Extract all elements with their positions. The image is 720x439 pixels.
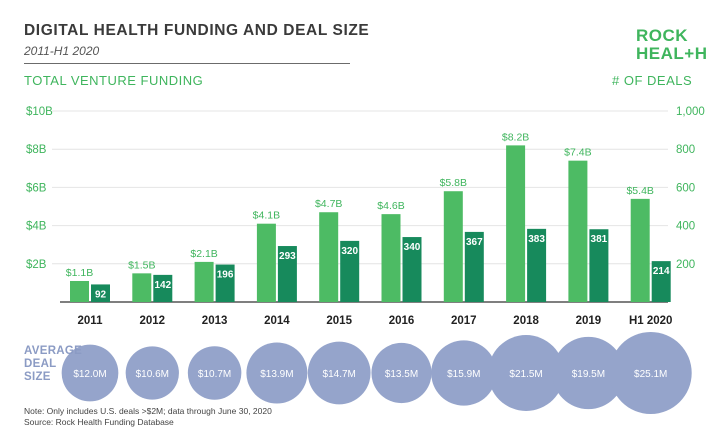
- funding-bar: [381, 214, 401, 302]
- deals-value-label: 320: [341, 246, 358, 257]
- funding-value-label: $4.6B: [377, 200, 404, 212]
- funding-bar: [256, 223, 276, 302]
- deal-size-bubble: [246, 342, 308, 404]
- deal-size-label: $21.5M: [509, 369, 542, 380]
- footnote-note: Note: Only includes U.S. deals >$2M; dat…: [24, 406, 272, 416]
- deals-bar: [402, 237, 422, 302]
- deal-size-bubble: [431, 340, 497, 406]
- deals-value-label: 196: [217, 270, 234, 281]
- deal-size-label: $25.1M: [634, 369, 667, 380]
- deals-value-label: 214: [653, 266, 670, 277]
- deal-size-label: $15.9M: [447, 369, 480, 380]
- funding-bar: [70, 280, 89, 302]
- deal-size-bubble: [61, 344, 119, 402]
- rock-health-logo: ROCK HEAL+H: [636, 27, 708, 63]
- category-label: H1 2020: [629, 315, 672, 327]
- funding-bar: [506, 145, 526, 302]
- right-tick-label: 200: [676, 259, 695, 271]
- category-label: 2011: [78, 315, 104, 327]
- category-label: 2017: [451, 315, 477, 327]
- deal-size-label: $12.0M: [73, 369, 106, 380]
- deal-size-label: $13.5M: [385, 369, 418, 380]
- funding-value-label: $2.1B: [190, 248, 217, 260]
- chart-title: DIGITAL HEALTH FUNDING AND DEAL SIZE: [24, 22, 370, 39]
- deals-bar: [651, 261, 671, 302]
- deal-size-bubble: [552, 336, 625, 410]
- funding-bar: [319, 212, 339, 302]
- footnote-source: Source: Rock Health Funding Database: [24, 417, 174, 427]
- category-label: 2013: [202, 315, 228, 327]
- funding-bar: [132, 273, 152, 302]
- deals-bar: [527, 228, 547, 302]
- funding-value-label: $1.5B: [128, 259, 155, 271]
- right-tick-label: 400: [676, 221, 695, 233]
- deals-value-label: 92: [95, 289, 107, 300]
- logo-line-1: ROCK: [636, 26, 689, 45]
- deal-size-bubble: [125, 346, 179, 400]
- bubble-label-line-3: SIZE: [24, 371, 51, 383]
- category-label: 2019: [576, 315, 602, 327]
- deals-bar: [340, 240, 360, 302]
- right-axis-title: # OF DEALS: [612, 73, 693, 88]
- deals-value-label: 293: [279, 251, 296, 262]
- deals-value-label: 340: [404, 242, 421, 253]
- deals-value-label: 383: [528, 234, 545, 245]
- deals-bar: [215, 264, 235, 302]
- deal-size-bubble: [307, 341, 371, 405]
- deal-size-label: $13.9M: [260, 369, 293, 380]
- bubble-label-line-2: DEAL: [24, 358, 57, 370]
- funding-value-label: $1.1B: [66, 267, 93, 279]
- funding-value-label: $4.1B: [253, 210, 280, 222]
- left-tick-label: $4B: [26, 221, 47, 233]
- left-tick-label: $10B: [26, 106, 53, 118]
- deal-size-label: $19.5M: [572, 369, 605, 380]
- deal-size-bubble: [609, 332, 692, 414]
- category-label: 2014: [264, 315, 290, 327]
- deals-value-label: 381: [591, 234, 608, 245]
- left-tick-label: $2B: [26, 259, 47, 271]
- category-label: 2015: [326, 315, 352, 327]
- funding-bar: [630, 198, 650, 302]
- title-divider: [24, 63, 350, 64]
- category-label: 2018: [513, 315, 539, 327]
- footnote: Note: Only includes U.S. deals >$2M; dat…: [24, 406, 272, 428]
- deal-size-label: $10.6M: [136, 369, 169, 380]
- chart-subtitle: 2011-H1 2020: [24, 44, 100, 58]
- left-tick-label: $8B: [26, 144, 47, 156]
- funding-value-label: $4.7B: [315, 198, 342, 210]
- deal-size-label: $10.7M: [198, 369, 231, 380]
- funding-bar: [194, 261, 214, 302]
- deals-bar: [589, 229, 609, 302]
- funding-bar: [443, 191, 463, 302]
- deals-value-label: 142: [154, 280, 171, 291]
- funding-value-label: $8.2B: [502, 131, 529, 143]
- deals-bar: [464, 231, 484, 302]
- left-axis-title: TOTAL VENTURE FUNDING: [24, 73, 204, 88]
- funding-value-label: $5.4B: [626, 185, 653, 197]
- bubble-label-line-1: AVERAGE: [24, 345, 83, 357]
- left-tick-label: $6B: [26, 182, 47, 194]
- deal-size-bubble: [488, 335, 565, 411]
- logo-line-2: HEAL+H: [636, 44, 708, 63]
- deals-value-label: 367: [466, 237, 483, 248]
- funding-bar: [568, 160, 588, 302]
- right-tick-label: 800: [676, 144, 695, 156]
- average-deal-size-label: AVERAGE DEAL SIZE: [24, 345, 84, 384]
- deals-bar: [277, 246, 297, 302]
- category-label: 2012: [140, 315, 166, 327]
- deal-size-bubble: [187, 346, 242, 400]
- deal-size-label: $14.7M: [323, 369, 356, 380]
- category-label: 2016: [389, 315, 415, 327]
- funding-value-label: $5.8B: [440, 177, 467, 189]
- right-tick-label: 1,000: [676, 106, 705, 118]
- deals-bar: [153, 274, 173, 302]
- right-tick-label: 600: [676, 182, 695, 194]
- funding-value-label: $7.4B: [564, 147, 591, 159]
- deals-bar: [91, 284, 110, 302]
- deal-size-bubble: [371, 342, 432, 404]
